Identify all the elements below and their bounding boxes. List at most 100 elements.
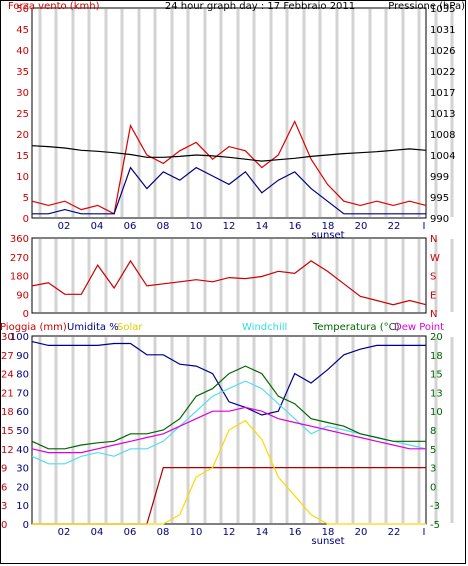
compass-y-tick: N [430, 309, 437, 320]
x-tick-label: 12 [223, 527, 236, 538]
compass-y-tick: E [430, 290, 436, 301]
temperatura-y-tick: -3 [430, 501, 440, 512]
umidita-y-tick: 90 [16, 351, 29, 362]
pressure-y-tick: 1031 [430, 25, 455, 36]
x-tick-label: 20 [355, 527, 368, 538]
series-pressione-hpa- [31, 145, 427, 162]
pressure-y-tick: 1026 [430, 46, 455, 57]
wind-y-tick: 15 [16, 151, 29, 162]
umidita-y-tick: 0 [23, 520, 29, 531]
series-forza-vento-kmh- [31, 119, 427, 215]
x-tick-label: 10 [190, 527, 203, 538]
series-dew-point [31, 406, 426, 454]
pressure-y-tick: 1035 [430, 4, 455, 15]
pressure-y-tick: 990 [430, 214, 449, 225]
temperatura-y-tick: 8 [430, 426, 436, 437]
x-tick-label: 02 [58, 527, 71, 538]
chart-title: 24 hour graph day : 17 Febbraio 2011 [165, 1, 355, 12]
sunset-marker: sunset [311, 230, 344, 241]
wind-y-tick: 30 [16, 88, 29, 99]
legend-item: Pioggia (mm) [0, 322, 67, 333]
pressure-y-tick: 1004 [430, 151, 455, 162]
umidita-y-tick: 60 [16, 407, 29, 418]
pioggia-y-tick: 9 [1, 464, 7, 475]
wind-y-tick: 10 [16, 172, 29, 183]
x-tick-label: 14 [256, 221, 269, 232]
legend-item: Windchill [242, 322, 287, 333]
umidita-y-tick: 100 [10, 332, 29, 343]
x-tick-label: 02 [58, 221, 71, 232]
pressure-y-tick: 1008 [430, 130, 455, 141]
legend-item: Umidita % [67, 322, 119, 333]
wind-y-tick: 50 [16, 4, 29, 15]
series-solar [32, 419, 426, 525]
wind-y-tick: 25 [16, 109, 29, 120]
temperatura-y-tick: 3 [430, 464, 436, 475]
x-tick-label: 18 [322, 221, 335, 232]
series-umidita- [31, 341, 426, 416]
x-tick-label: 10 [190, 221, 203, 232]
temperatura-y-tick: 5 [430, 445, 436, 456]
series-wind-min [32, 166, 426, 215]
wind-y-tick: 5 [23, 193, 29, 204]
umidita-y-tick: 20 [16, 482, 29, 493]
pressure-y-tick: 995 [430, 193, 449, 204]
pioggia-y-tick: 24 [1, 370, 14, 381]
direction-y-tick: 0 [23, 309, 29, 320]
sunset-marker: sunset [311, 536, 344, 547]
temperatura-y-tick: 15 [430, 370, 443, 381]
pressure-axis-title: Pressione (hPa) [388, 1, 465, 12]
compass-y-tick: W [430, 253, 440, 264]
umidita-y-tick: 50 [16, 426, 29, 437]
x-tick-label: 18 [322, 527, 335, 538]
umidita-y-tick: 80 [16, 370, 29, 381]
temperatura-y-tick: 18 [430, 351, 443, 362]
x-tick-label: 08 [157, 527, 170, 538]
wind-y-tick: 40 [16, 46, 29, 57]
x-tick-label: 20 [355, 221, 368, 232]
wind-y-tick: 20 [16, 130, 29, 141]
wind-y-tick: 45 [16, 25, 29, 36]
x-tick-label: 14 [256, 527, 269, 538]
compass-y-tick: S [430, 272, 436, 283]
pioggia-y-tick: 30 [1, 332, 14, 343]
pioggia-y-tick: 12 [1, 445, 14, 456]
x-tick-label: I [423, 527, 426, 538]
x-tick-label: 04 [91, 221, 104, 232]
temperatura-y-tick: 20 [430, 332, 443, 343]
pressure-y-tick: 999 [430, 172, 449, 183]
pioggia-y-tick: 6 [1, 482, 7, 493]
temperatura-y-tick: 10 [430, 407, 443, 418]
x-tick-label: I [423, 221, 426, 232]
wind-panel [31, 7, 427, 219]
temperatura-y-tick: -5 [430, 520, 440, 531]
legend-item: Solar [117, 322, 143, 333]
x-tick-label: 06 [124, 221, 137, 232]
series-wind-direction [31, 259, 427, 306]
umidita-y-tick: 30 [16, 464, 29, 475]
pressure-y-tick: 1017 [430, 88, 455, 99]
direction-y-tick: 180 [10, 272, 29, 283]
wind-axis-title: Forza vento (kmh) [8, 1, 100, 12]
pioggia-y-tick: 18 [1, 407, 14, 418]
temperatura-y-tick: 0 [430, 482, 436, 493]
direction-panel [31, 237, 427, 314]
pioggia-y-tick: 15 [1, 426, 14, 437]
x-tick-label: 16 [289, 221, 302, 232]
direction-y-tick: 360 [10, 234, 29, 245]
wind-y-tick: 35 [16, 67, 29, 78]
legend-item: Dew Point [394, 322, 444, 333]
x-tick-label: 22 [388, 221, 401, 232]
x-tick-label: 04 [91, 527, 104, 538]
temperatura-y-tick: 13 [430, 388, 443, 399]
wind-y-tick: 0 [23, 214, 29, 225]
direction-y-tick: 90 [16, 290, 29, 301]
pressure-y-tick: 1013 [430, 109, 455, 120]
x-tick-label: 08 [157, 221, 170, 232]
x-tick-label: 22 [388, 527, 401, 538]
pioggia-y-tick: 3 [1, 501, 7, 512]
compass-y-tick: N [430, 234, 437, 245]
umidita-y-tick: 70 [16, 388, 29, 399]
